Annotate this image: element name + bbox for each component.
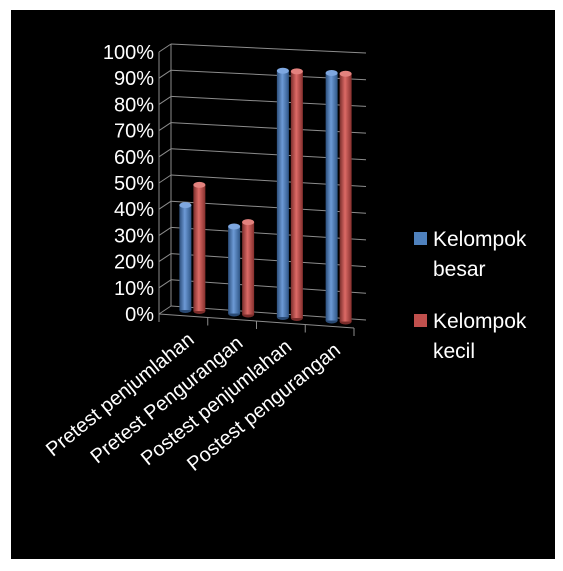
gridline <box>170 43 367 54</box>
gridline-side <box>158 122 172 132</box>
bar-kelompok-kecil-2 <box>290 68 303 322</box>
bar-kelompok-kecil-0 <box>193 181 206 315</box>
gridline-side <box>158 43 172 53</box>
legend-label: besar <box>433 258 486 281</box>
chart-svg: 0% 10% 20% 30% 40% 50% 60% 70% 80% 90% 100% Pretes… <box>42 42 527 476</box>
legend-swatch <box>414 314 427 327</box>
y-tick-label: 70% <box>114 121 154 143</box>
gridline-side <box>158 148 172 158</box>
legend-item-kelompok-kecil: Kelompok kecil <box>414 310 527 363</box>
y-tick-label: 60% <box>114 147 154 169</box>
legend-label: Kelompok <box>433 228 527 251</box>
y-tick-label: 100% <box>103 42 154 64</box>
bars <box>179 67 352 325</box>
chart-area: 0% 10% 20% 30% 40% 50% 60% 70% 80% 90% 100% Pretes… <box>11 10 555 559</box>
gridline-side <box>158 200 172 210</box>
bar-kelompok-besar-2 <box>276 67 289 321</box>
bar-kelompok-kecil-3 <box>339 70 352 325</box>
gridline-side <box>158 253 172 263</box>
y-tick-label: 40% <box>114 199 154 221</box>
legend-label: Kelompok <box>433 310 527 333</box>
bar-kelompok-kecil-1 <box>242 219 255 318</box>
gridline-side <box>158 279 172 289</box>
y-tick-label: 10% <box>114 278 154 300</box>
gridline-side <box>158 305 172 315</box>
y-axis-ticks: 0% 10% 20% 30% 40% 50% 60% 70% 80% 90% 100% <box>103 42 154 326</box>
bar-kelompok-besar-1 <box>228 223 241 317</box>
y-tick-label: 0% <box>125 304 154 326</box>
legend-label: kecil <box>433 340 475 363</box>
y-tick-label: 90% <box>114 68 154 90</box>
legend-swatch <box>414 232 427 245</box>
gridline-side <box>158 174 172 184</box>
y-tick-label: 20% <box>114 252 154 274</box>
y-tick-label: 30% <box>114 225 154 247</box>
gridline-side <box>158 226 172 236</box>
legend: Kelompok besar Kelompok kecil <box>414 228 527 363</box>
gridline-side <box>158 95 172 105</box>
legend-item-kelompok-besar: Kelompok besar <box>414 228 527 281</box>
gridline-side <box>158 69 172 79</box>
y-tick-label: 80% <box>114 94 154 116</box>
y-tick-label: 50% <box>114 173 154 195</box>
bar-kelompok-besar-3 <box>325 70 338 324</box>
bar-kelompok-besar-0 <box>179 202 192 314</box>
